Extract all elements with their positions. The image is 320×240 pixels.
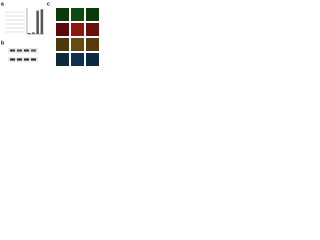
figure: a b c (1, 1, 99, 66)
panel-label: c (47, 1, 50, 7)
condition-table (5, 11, 25, 33)
micrograph-grid (56, 8, 99, 66)
panel-label: b (1, 40, 4, 46)
bar (27, 32, 31, 34)
panel-label: a (1, 1, 4, 7)
bar (32, 32, 35, 34)
western-blot (8, 48, 38, 62)
bar (36, 10, 39, 35)
bar (40, 9, 44, 35)
